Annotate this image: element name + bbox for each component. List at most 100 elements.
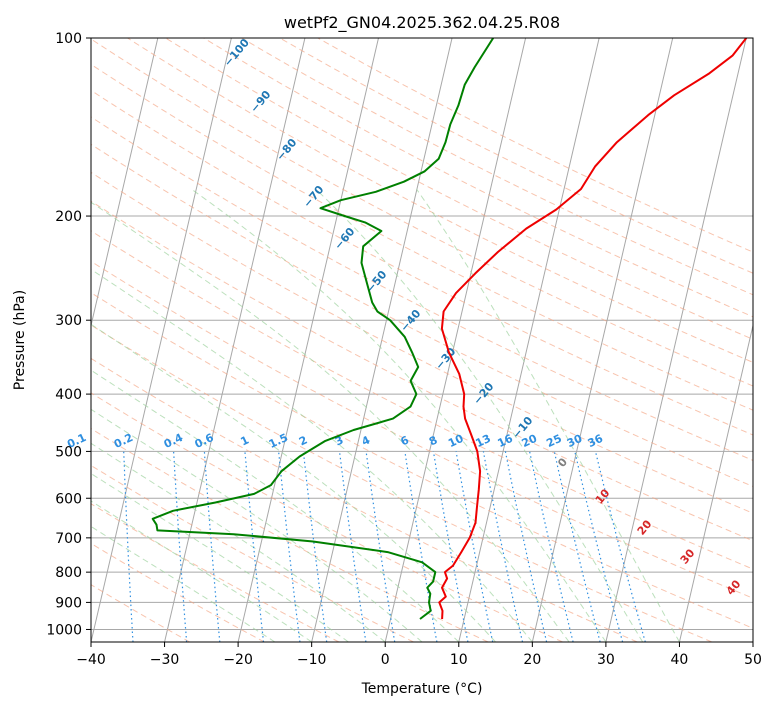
x-tick-label: −30 bbox=[150, 652, 180, 668]
moist-adiabat bbox=[191, 188, 607, 642]
isotherm-line bbox=[237, 38, 379, 642]
x-tick-label: 0 bbox=[381, 652, 390, 668]
moist-adiabat bbox=[91, 442, 386, 642]
isotherm-line bbox=[678, 323, 753, 642]
dry-adiabat-label-group: −50 bbox=[364, 268, 390, 295]
mixing-ratio-label: 0.2 bbox=[112, 431, 135, 451]
mixing-ratio-label: 16 bbox=[496, 432, 516, 450]
mixing-ratio-line bbox=[529, 451, 574, 642]
x-axis-label: Temperature (°C) bbox=[361, 681, 483, 697]
dry-adiabat-label: −90 bbox=[248, 88, 274, 115]
mixing-ratio-line bbox=[594, 451, 646, 642]
x-tick-label: −10 bbox=[297, 652, 327, 668]
dry-adiabat bbox=[91, 503, 340, 642]
dry-adiabat bbox=[91, 116, 753, 461]
mixing-ratio-label-group: 20 bbox=[520, 432, 540, 450]
dry-adiabat-label: −100 bbox=[221, 36, 252, 69]
dry-adiabat bbox=[91, 171, 753, 514]
moist-adiabat bbox=[315, 188, 644, 642]
moist-adiabat-label-group: 30 bbox=[678, 546, 698, 566]
y-tick-label: 300 bbox=[55, 313, 82, 329]
dry-adiabat-label: −60 bbox=[332, 225, 358, 252]
dry-adiabat bbox=[91, 38, 753, 387]
mixing-ratio-label: 36 bbox=[586, 432, 606, 450]
moist-adiabat bbox=[91, 268, 533, 642]
mixing-ratio-label-group: 2 bbox=[297, 433, 309, 448]
mixing-ratio-line bbox=[455, 451, 494, 642]
dry-adiabat bbox=[91, 542, 265, 642]
mixing-ratio-line bbox=[302, 451, 328, 642]
y-axis: 100 200 300 400 500 600 700 800 900 1000 bbox=[46, 31, 91, 638]
y-tick-label: 600 bbox=[55, 491, 82, 507]
x-tick-label: 10 bbox=[450, 652, 468, 668]
x-tick-label: 50 bbox=[744, 652, 762, 668]
moist-adiabat bbox=[91, 472, 349, 642]
y-tick-label: 400 bbox=[55, 387, 82, 403]
mixing-ratio-line bbox=[338, 451, 367, 642]
dry-adiabat bbox=[127, 38, 753, 363]
moist-adiabat bbox=[91, 525, 276, 642]
dry-adiabat-label: −80 bbox=[274, 136, 300, 163]
dry-adiabat-label-group: −100 bbox=[221, 36, 252, 69]
mixing-ratio-label-group: 36 bbox=[586, 432, 606, 450]
dry-adiabat bbox=[91, 428, 489, 642]
dry-adiabat bbox=[91, 63, 753, 411]
dry-adiabat bbox=[91, 292, 753, 629]
mixing-ratio-line bbox=[278, 451, 301, 642]
y-tick-label: 200 bbox=[55, 209, 82, 225]
x-axis: −40 −30 −20 −10 0 10 20 30 40 50 bbox=[76, 642, 762, 668]
mixing-ratio-line bbox=[404, 451, 438, 642]
moist-adiabat bbox=[91, 323, 496, 642]
mixing-ratio-label-group: 4 bbox=[360, 433, 373, 448]
mixing-ratio-label-group: 30 bbox=[565, 432, 585, 450]
mixing-ratio-line bbox=[244, 451, 265, 642]
dry-adiabat bbox=[91, 392, 563, 642]
moist-adiabat-label: 40 bbox=[724, 577, 744, 597]
mixing-ratio-line bbox=[553, 451, 601, 642]
mixing-ratio-label: 10 bbox=[446, 432, 466, 450]
dewpoint-profile-line bbox=[151, 38, 495, 620]
y-tick-label: 500 bbox=[55, 444, 82, 460]
mixing-ratio-line bbox=[365, 451, 396, 642]
dry-adiabat-label-group: −80 bbox=[274, 136, 300, 163]
mixing-ratio-line bbox=[504, 451, 548, 642]
isotherm-line bbox=[91, 38, 232, 642]
mixing-ratio-label-group: 8 bbox=[427, 433, 439, 448]
chart-title: wetPf2_GN04.2025.362.04.25.R08 bbox=[284, 13, 560, 33]
mixing-ratio-label: 0.4 bbox=[162, 431, 185, 451]
dry-adiabat bbox=[91, 324, 712, 642]
mixing-ratio-label-group: 0.4 bbox=[162, 431, 185, 451]
mixing-ratio-line bbox=[203, 451, 221, 642]
mixing-ratio-label-group: 16 bbox=[496, 432, 516, 450]
mixing-ratio-line bbox=[432, 451, 469, 642]
y-tick-label: 800 bbox=[55, 565, 82, 581]
mixing-ratio-label-group: 10 bbox=[446, 432, 466, 450]
temperature-profile-line bbox=[438, 38, 748, 620]
isotherm-line bbox=[605, 38, 747, 642]
moist-adiabat-label: 30 bbox=[678, 546, 698, 566]
moist-adiabat-label-group: 20 bbox=[635, 517, 655, 537]
mixing-ratio-label: 8 bbox=[427, 433, 439, 448]
isotherm-line bbox=[384, 38, 527, 642]
x-tick-label: 40 bbox=[671, 652, 689, 668]
isotherm-line bbox=[752, 639, 753, 642]
mixing-ratio-label-group: 25 bbox=[544, 432, 563, 450]
x-tick-label: −40 bbox=[76, 652, 106, 668]
isotherm-line bbox=[91, 38, 159, 328]
mixing-ratio-line bbox=[173, 451, 188, 642]
mixing-ratio-label: 25 bbox=[544, 432, 563, 450]
moist-adiabat bbox=[91, 500, 312, 642]
isotherm-line bbox=[458, 38, 600, 642]
mixing-ratio-line bbox=[574, 451, 624, 642]
mixing-ratio-label: 4 bbox=[360, 433, 373, 448]
mixing-ratio-label-group: 0.2 bbox=[112, 431, 135, 451]
mixing-ratio-line bbox=[123, 451, 134, 642]
mixing-ratio-label-group: 13 bbox=[474, 432, 493, 450]
mixing-ratio-label: 20 bbox=[520, 432, 540, 450]
moist-adiabat bbox=[91, 369, 460, 642]
mixing-ratio-label: 13 bbox=[474, 432, 493, 450]
dry-adiabat bbox=[91, 260, 753, 599]
mixing-ratio-label: 30 bbox=[565, 432, 585, 450]
dry-adiabat bbox=[91, 143, 753, 488]
